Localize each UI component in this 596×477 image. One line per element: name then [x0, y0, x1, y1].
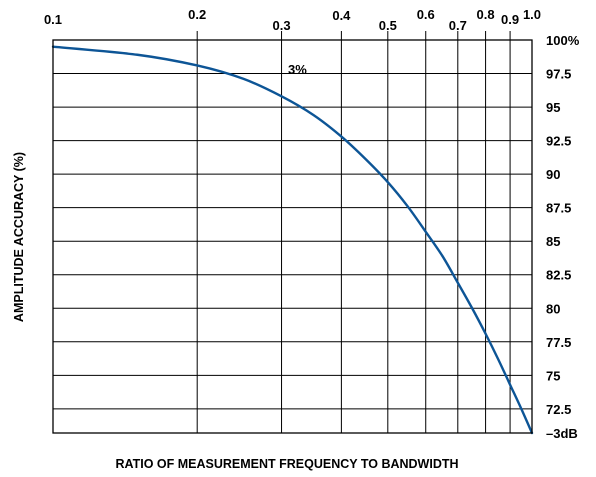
accuracy-curve — [51, 45, 534, 435]
x-tick-label: 1.0 — [523, 7, 541, 22]
y-tick-label: 75 — [546, 368, 560, 383]
x-tick-label: 0.6 — [417, 7, 435, 22]
x-tick-label: 0.2 — [188, 7, 206, 22]
x-tick-label: 0.1 — [44, 12, 62, 27]
y-tick-label: 82.5 — [546, 268, 571, 283]
plot-border — [52, 39, 533, 434]
x-tick-label: 0.4 — [332, 8, 351, 23]
y-tick-label: 92.5 — [546, 134, 571, 149]
y-tick-label: 85 — [546, 234, 560, 249]
plot-frame — [52, 39, 533, 434]
annotation-label: 3% — [288, 62, 307, 77]
y-tick-label: 97.5 — [546, 67, 571, 82]
y-tick-label: 87.5 — [546, 201, 571, 216]
y-tick-label: 80 — [546, 301, 560, 316]
y-tick-label: –3dB — [546, 426, 578, 441]
y-axis-title: AMPLITUDE ACCURACY (%) — [12, 152, 26, 322]
x-axis-title: RATIO OF MEASUREMENT FREQUENCY TO BANDWI… — [115, 457, 458, 471]
tick-labels: 0.1 0.2 0.3 0.4 0.5 0.6 0.7 0.8 0.9 1.0 100% 97.5 95… — [44, 7, 580, 441]
x-tick-label: 0.3 — [273, 18, 291, 33]
x-tick-label: 0.9 — [501, 12, 519, 27]
y-tick-label: 72.5 — [546, 402, 571, 417]
x-tick-label: 0.5 — [379, 18, 397, 33]
y-tick-label: 77.5 — [546, 335, 571, 350]
grid-lines — [53, 31, 532, 433]
x-tick-label: 0.8 — [477, 7, 495, 22]
y-tick-label: 100% — [546, 33, 580, 48]
series-lines — [51, 45, 534, 435]
y-tick-label: 90 — [546, 167, 560, 182]
annotations: 3% — [288, 62, 307, 77]
y-tick-label: 95 — [546, 100, 560, 115]
x-tick-label: 0.7 — [449, 18, 467, 33]
